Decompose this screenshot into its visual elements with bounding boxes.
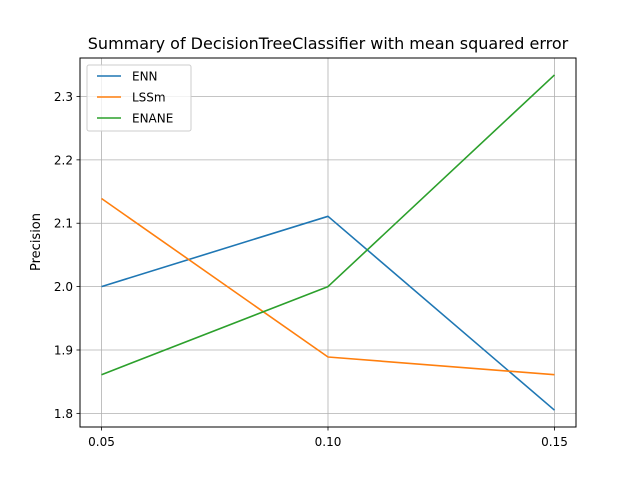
- x-tick-label: 0.15: [541, 435, 568, 449]
- y-tick-label: 2.3: [54, 90, 73, 104]
- legend-box: [86, 64, 192, 132]
- x-tick-label: 0.05: [88, 435, 115, 449]
- legend: ENN LSSm ENANE: [86, 64, 192, 132]
- axis-ticks: 0.05 0.10 0.15 1.8 1.9 2.0 2.1 2.2 2.3: [54, 90, 568, 449]
- y-tick-label: 2.2: [54, 153, 73, 167]
- series-line-lssm: [101, 197, 555, 376]
- y-tick-label: 1.9: [54, 343, 73, 357]
- chart-title: Summary of DecisionTreeClassifier with m…: [88, 34, 569, 53]
- legend-label-lssm: LSSm: [132, 91, 166, 105]
- y-axis-label: Precision: [29, 213, 44, 271]
- series-lines: [101, 74, 556, 411]
- y-tick-label: 2.1: [54, 217, 73, 231]
- y-tick-label: 2.0: [54, 280, 73, 294]
- legend-label-enane: ENANE: [132, 112, 173, 126]
- series-line-enane: [101, 74, 556, 376]
- y-tick-label: 1.8: [54, 407, 73, 421]
- x-tick-label: 0.10: [315, 435, 342, 449]
- legend-label-enn: ENN: [132, 70, 158, 84]
- series-line-enn: [101, 215, 556, 411]
